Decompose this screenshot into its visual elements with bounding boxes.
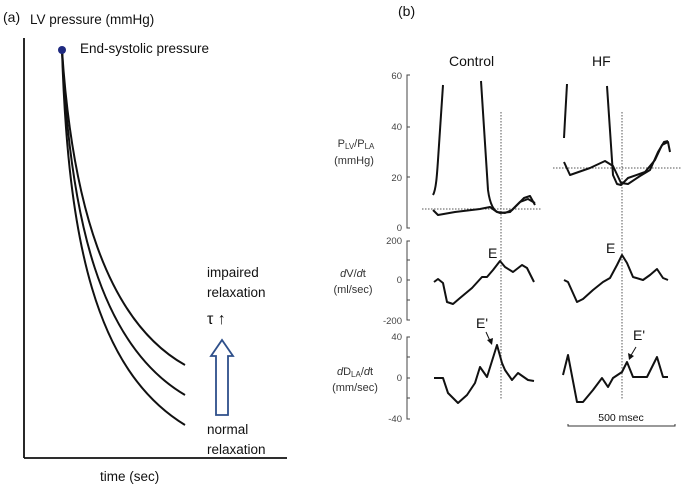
- volume-rate-axis: [406, 240, 410, 321]
- panel-b: (b) Control HF 60 40 20 0 200 0 -200 40 …: [332, 3, 682, 427]
- volume-rate-unit: (ml/sec): [333, 284, 372, 296]
- panel-a-label: (a): [3, 9, 20, 25]
- normal-label: normal: [207, 422, 248, 437]
- pressure-label: PLV/PLA: [338, 138, 375, 151]
- tick: 0: [397, 223, 402, 234]
- control-lv-pressure: [480, 80, 536, 214]
- hf-lv-pressure: [606, 85, 671, 186]
- scale-bar-label: 500 msec: [598, 412, 644, 424]
- control-lv-upstroke: [432, 84, 444, 196]
- panel-b-label: (b): [398, 3, 415, 19]
- end-systolic-label: End-systolic pressure: [80, 41, 209, 56]
- normal-relaxation-curve: [61, 49, 186, 426]
- column-hf: HF: [592, 53, 611, 69]
- pressure-axis: [406, 74, 410, 229]
- impaired-label: impaired: [207, 265, 259, 280]
- hf-e-label: E: [606, 240, 615, 256]
- column-control: Control: [449, 53, 494, 69]
- control-la-diameter-rate-curve: [434, 344, 535, 404]
- control-e-label: E: [488, 245, 497, 261]
- up-arrow-icon: [209, 338, 235, 416]
- control-la-pressure: [432, 198, 536, 216]
- x-axis-label: time (sec): [100, 469, 159, 484]
- tick: 20: [391, 173, 402, 184]
- hf-e-prime-label: E': [633, 327, 645, 343]
- tick: -200: [383, 316, 402, 327]
- hf-volume-rate-curve: [563, 254, 669, 303]
- hf-la-diameter-rate-curve: [562, 354, 668, 403]
- arrowhead-icon: [487, 338, 493, 345]
- scale-bar: [567, 424, 676, 427]
- tick: 200: [386, 236, 402, 247]
- volume-rate-label: dV/dt: [340, 268, 366, 280]
- tick: 40: [391, 122, 402, 133]
- hf-lv-upstroke: [563, 83, 568, 139]
- la-diameter-rate-label: dDLA/dt: [337, 366, 373, 379]
- tau-label: τ ↑: [207, 311, 226, 328]
- control-volume-rate-curve: [433, 260, 535, 305]
- impaired-label-2: relaxation: [207, 285, 266, 300]
- tick: 0: [397, 275, 402, 286]
- impaired-relaxation-curve: [61, 49, 186, 366]
- la-diameter-axis: [406, 336, 410, 420]
- tick: 0: [397, 373, 402, 384]
- hf-la-pressure: [563, 140, 669, 185]
- panel-a: (a) LV pressure (mmHg) time (sec) End-sy…: [3, 9, 287, 484]
- normal-label-2: relaxation: [207, 442, 266, 457]
- tick: 60: [391, 71, 402, 82]
- arrowhead-icon: [628, 353, 634, 360]
- y-axis-label: LV pressure (mmHg): [30, 12, 154, 27]
- intermediate-relaxation-curve: [61, 49, 186, 396]
- end-systolic-point: [58, 46, 66, 54]
- tick: 40: [391, 332, 402, 343]
- la-diameter-rate-unit: (mm/sec): [332, 382, 378, 394]
- control-e-prime-label: E': [476, 315, 488, 331]
- tick: -40: [388, 414, 402, 425]
- pressure-unit: (mmHg): [334, 155, 374, 167]
